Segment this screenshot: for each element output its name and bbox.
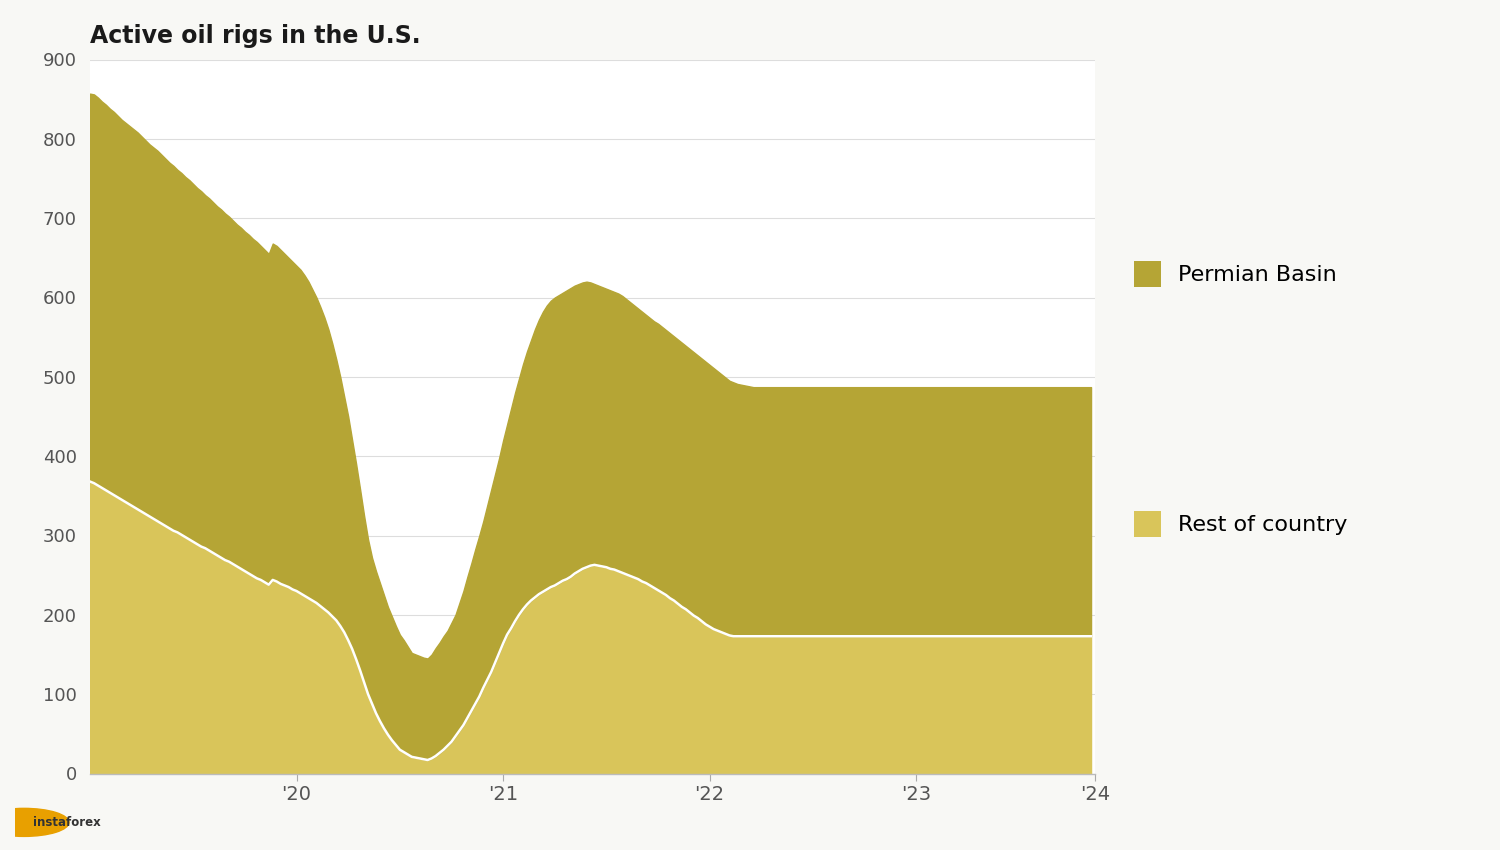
Text: Active oil rigs in the U.S.: Active oil rigs in the U.S. (90, 24, 420, 48)
Legend: Rest of country: Rest of country (1125, 502, 1356, 546)
Circle shape (0, 808, 69, 836)
Text: instaforex: instaforex (33, 816, 101, 829)
